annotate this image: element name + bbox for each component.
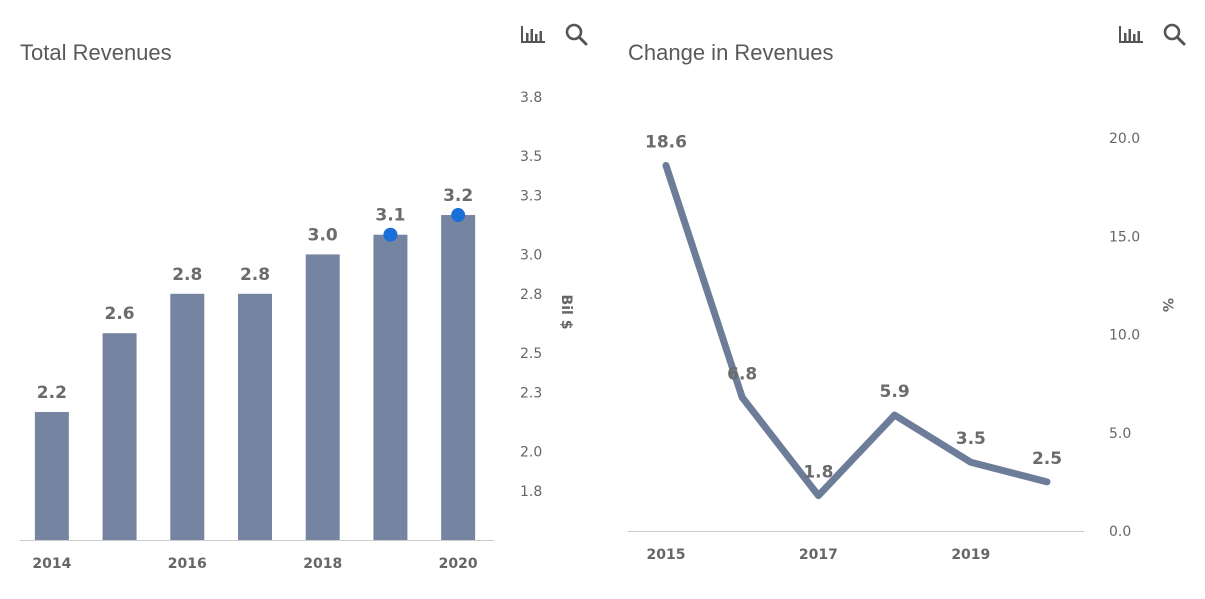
forecast-marker (451, 208, 466, 223)
search-icon[interactable] (1162, 22, 1188, 46)
change-in-revenues-panel: Change in Revenues 18.6 2015 6.8 1.8 2017 5.9… (600, 0, 1205, 599)
bar (373, 234, 408, 540)
y-tick-label: 20.0 (1109, 131, 1140, 147)
bar (34, 411, 69, 540)
y-tick-label: 15.0 (1109, 229, 1140, 245)
y-tick-label: 1.8 (520, 484, 542, 500)
x-tick-label: 2016 (168, 556, 207, 572)
y-tick-label: 0.0 (1109, 524, 1131, 540)
data-label: 2.8 (172, 265, 202, 285)
x-tick-label: 2018 (303, 556, 342, 572)
y-tick-label: 3.0 (520, 247, 542, 263)
total-revenues-chart: 2.2 2014 2.6 2.8 2016 2.8 3.0 2018 3.1 3.2 2020 1.8… (20, 90, 574, 572)
x-tick-label: 2017 (799, 547, 838, 563)
forecast-marker (383, 227, 398, 242)
data-label: 2.6 (105, 304, 135, 324)
bar-chart-icon[interactable] (520, 22, 546, 46)
bar (441, 215, 476, 541)
y-tick-label: 3.5 (520, 149, 542, 165)
y-tick-label: 2.3 (520, 385, 542, 401)
data-label: 2.2 (37, 383, 67, 403)
search-icon[interactable] (564, 22, 590, 46)
series-line (662, 162, 1051, 500)
chart-title: Total Revenues (20, 40, 172, 65)
bar-chart-icon[interactable] (1118, 22, 1144, 46)
data-label: 2.8 (240, 265, 270, 285)
y-axis-label: % (1159, 298, 1175, 312)
x-tick-label: 2019 (951, 547, 990, 563)
bar (102, 333, 137, 540)
y-tick-label: 10.0 (1109, 328, 1140, 344)
y-tick-label: 3.3 (520, 188, 542, 204)
data-label: 3.1 (375, 206, 405, 226)
data-label: 2.5 (1032, 449, 1062, 469)
x-tick-label: 2014 (32, 556, 71, 572)
y-tick-label: 2.5 (520, 346, 542, 362)
y-tick-label: 5.0 (1109, 426, 1131, 442)
total-revenues-panel: Total Revenues 2.2 2014 2.6 2.8 2016 2.8 3.0 20… (0, 0, 600, 599)
y-tick-label: 3.8 (520, 90, 542, 106)
bar (238, 293, 272, 540)
data-label: 3.2 (443, 186, 473, 206)
y-tick-label: 2.8 (520, 287, 542, 303)
data-label: 3.5 (956, 429, 986, 449)
bar (170, 293, 205, 540)
x-tick-label: 2020 (439, 556, 478, 572)
change-in-revenues-chart: 18.6 2015 6.8 1.8 2017 5.9 3.5 2019 2.5 0.0 5.0 10.… (628, 131, 1175, 563)
bar (305, 254, 340, 541)
data-label: 18.6 (645, 133, 687, 153)
data-label: 6.8 (727, 364, 757, 384)
data-label: 3.0 (308, 225, 338, 245)
data-label: 1.8 (803, 463, 833, 483)
y-axis-label: Bil $ (558, 295, 574, 330)
y-tick-label: 2.0 (520, 444, 542, 460)
data-label: 5.9 (880, 382, 910, 402)
chart-title: Change in Revenues (628, 40, 834, 65)
x-tick-label: 2015 (647, 547, 686, 563)
